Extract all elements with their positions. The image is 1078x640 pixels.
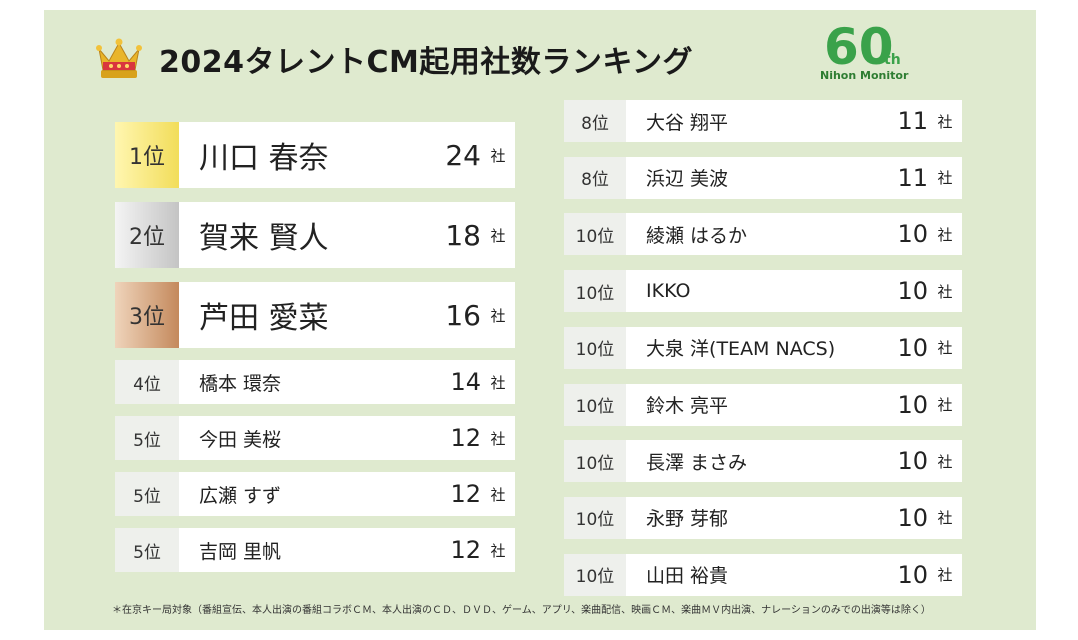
count-unit: 社	[490, 485, 506, 504]
company-count: 11	[897, 163, 928, 192]
ranking-row: 4位 橋本 環奈 14 社	[115, 360, 515, 404]
count-unit: 社	[937, 509, 953, 528]
talent-name: 橋本 環奈	[199, 372, 282, 395]
rank-label: 2位	[115, 202, 179, 268]
company-count: 10	[897, 447, 928, 476]
talent-name: 大泉 洋(TEAM NACS)	[646, 338, 836, 361]
talent-name: 大谷 翔平	[646, 111, 729, 134]
ranking-row: 10位 永野 芽郁 10 社	[564, 496, 962, 539]
rank-label: 4位	[115, 360, 179, 404]
count-unit: 社	[490, 429, 506, 448]
talent-name: 吉岡 里帆	[199, 540, 282, 563]
page-title: 2024タレントCM起用社数ランキング	[159, 45, 693, 80]
count-unit: 社	[937, 282, 953, 301]
company-count: 10	[897, 333, 928, 362]
rank-label: 3位	[115, 282, 179, 348]
rank-label: 10位	[564, 440, 626, 483]
company-count: 10	[897, 390, 928, 419]
ranking-row: 10位 山田 裕貴 10 社	[564, 553, 962, 596]
talent-name: 永野 芽郁	[646, 508, 729, 531]
rank-label: 10位	[564, 270, 626, 313]
logo-suffix: th	[884, 52, 901, 68]
company-count: 12	[450, 424, 481, 452]
count-unit: 社	[937, 225, 953, 244]
company-count: 10	[897, 220, 928, 249]
company-count: 16	[445, 298, 481, 332]
company-count: 24	[445, 138, 481, 172]
ranking-row: 8位 浜辺 美波 11 社	[564, 156, 962, 199]
company-count: 10	[897, 560, 928, 589]
ranking-row: 2位 賀来 賢人 18 社	[115, 202, 515, 268]
talent-name: 今田 美桜	[199, 428, 282, 451]
logo-icon: 60 th	[824, 18, 901, 76]
company-count: 12	[450, 536, 481, 564]
title-row: 2024タレントCM起用社数ランキング	[95, 34, 693, 84]
count-unit: 社	[937, 452, 953, 471]
ranking-row: 3位 芦田 愛菜 16 社	[115, 282, 515, 348]
rank-label: 5位	[115, 416, 179, 460]
ranking-row: 5位 今田 美桜 12 社	[115, 416, 515, 460]
nihon-monitor-logo: 60 th Nihon Monitor	[820, 14, 909, 88]
ranking-row: 8位 大谷 翔平 11 社	[564, 100, 962, 142]
ranking-row: 5位 広瀬 すず 12 社	[115, 472, 515, 516]
count-unit: 社	[937, 169, 953, 188]
rank-label: 10位	[564, 496, 626, 539]
count-unit: 社	[937, 339, 953, 358]
rank-label: 1位	[115, 122, 179, 188]
talent-name: 芦田 愛菜	[199, 301, 329, 336]
count-unit: 社	[490, 373, 506, 392]
talent-name: 浜辺 美波	[646, 168, 729, 191]
company-count: 18	[445, 218, 481, 252]
rank-label: 10位	[564, 326, 626, 369]
ranking-row: 10位 綾瀬 はるか 10 社	[564, 213, 962, 256]
count-unit: 社	[490, 146, 506, 165]
logo-number: 60	[824, 18, 894, 72]
ranking-row: 5位 吉岡 里帆 12 社	[115, 528, 515, 572]
talent-name: 広瀬 すず	[199, 484, 282, 507]
logo-name: Nihon Monitor	[820, 69, 909, 82]
count-unit: 社	[937, 396, 953, 414]
crown-icon	[96, 38, 142, 78]
rank-label: 8位	[564, 100, 626, 142]
ranking-row: 1位 川口 春奈 24 社	[115, 122, 515, 188]
count-unit: 社	[490, 541, 506, 560]
ranking-row: 10位 鈴木 亮平 10 社	[564, 383, 962, 426]
company-count: 11	[897, 107, 928, 135]
talent-name: 賀来 賢人	[199, 221, 329, 256]
company-count: 10	[897, 277, 928, 306]
ranking-row: 10位 長澤 まさみ 10 社	[564, 440, 962, 483]
talent-name: 川口 春奈	[199, 141, 329, 176]
ranking-row: 10位 IKKO 10 社	[564, 270, 962, 313]
rank-label: 5位	[115, 528, 179, 572]
company-count: 14	[450, 368, 481, 396]
company-count: 12	[450, 480, 481, 508]
count-unit: 社	[490, 306, 506, 325]
count-unit: 社	[490, 226, 506, 245]
company-count: 10	[897, 503, 928, 532]
rank-label: 10位	[564, 553, 626, 596]
talent-name: IKKO	[646, 280, 691, 303]
count-unit: 社	[937, 112, 953, 131]
rank-label: 5位	[115, 472, 179, 516]
talent-name: 長澤 まさみ	[646, 451, 748, 474]
talent-name: 綾瀬 はるか	[646, 224, 748, 247]
count-unit: 社	[937, 566, 953, 585]
ranking-row: 10位 大泉 洋(TEAM NACS) 10 社	[564, 326, 962, 369]
talent-name: 鈴木 亮平	[646, 395, 729, 417]
rank-label: 10位	[564, 213, 626, 256]
footnote: ＊在京キー局対象（番組宣伝、本人出演の番組コラボＣＭ、本人出演のＣＤ、ＤＶＤ、ゲ…	[112, 605, 931, 616]
rank-label: 10位	[564, 383, 626, 426]
talent-name: 山田 裕貴	[646, 565, 729, 588]
rank-label: 8位	[564, 156, 626, 199]
